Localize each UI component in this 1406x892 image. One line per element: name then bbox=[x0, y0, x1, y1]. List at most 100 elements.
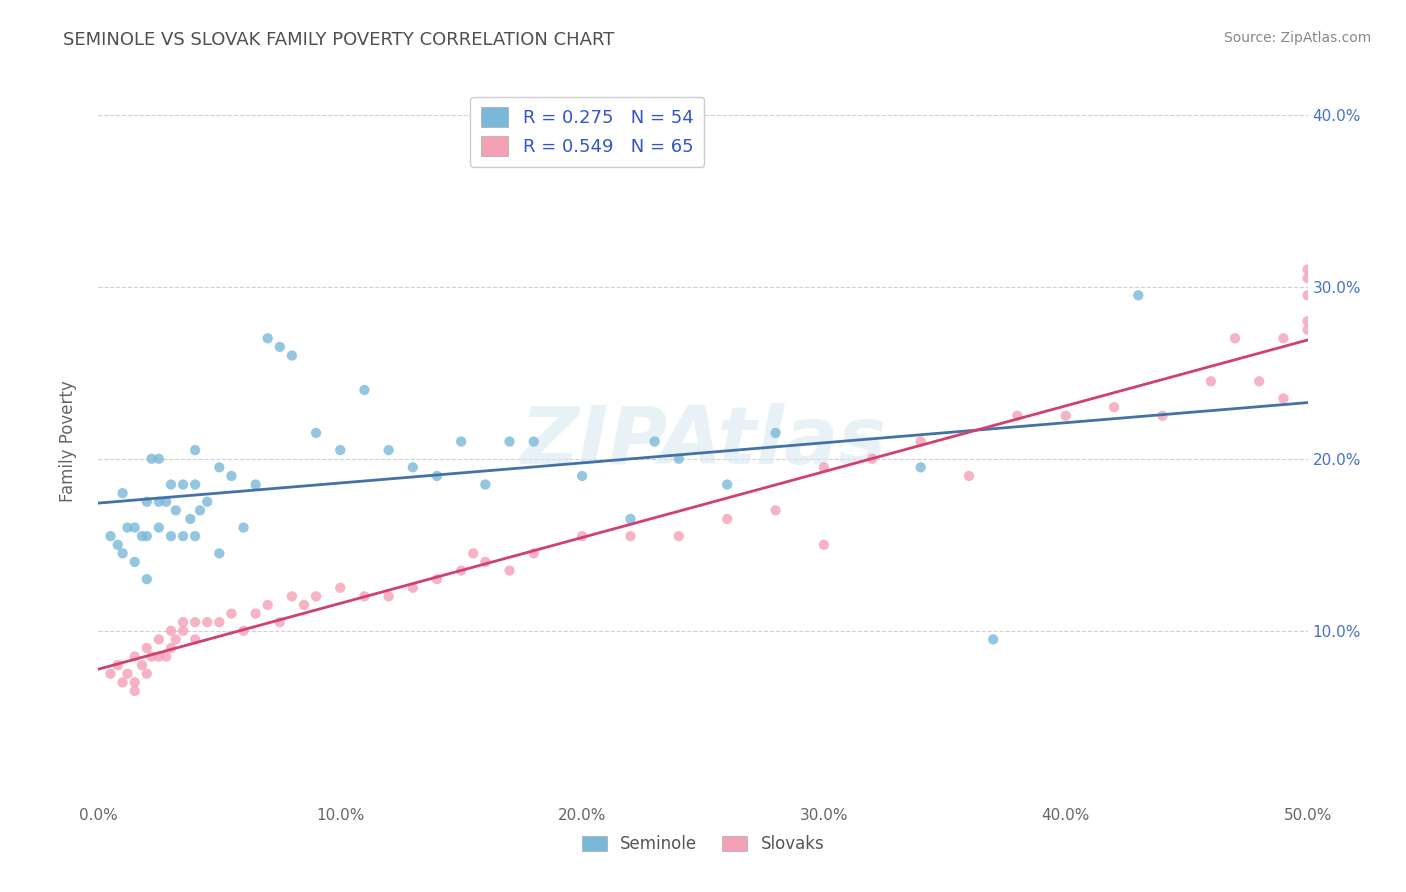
Point bbox=[957, 469, 980, 483]
Point bbox=[1296, 288, 1319, 302]
Point bbox=[571, 529, 593, 543]
Legend: Seminole, Slovaks: Seminole, Slovaks bbox=[575, 828, 831, 860]
Point bbox=[131, 529, 153, 543]
Point bbox=[124, 684, 146, 698]
Point bbox=[148, 451, 170, 466]
Point bbox=[619, 512, 641, 526]
Point bbox=[184, 529, 207, 543]
Point bbox=[256, 331, 278, 345]
Point bbox=[172, 529, 194, 543]
Point bbox=[305, 425, 328, 440]
Point bbox=[160, 477, 183, 491]
Point bbox=[716, 477, 738, 491]
Point bbox=[141, 649, 163, 664]
Point bbox=[1102, 400, 1125, 414]
Point bbox=[256, 598, 278, 612]
Point bbox=[135, 666, 157, 681]
Point bbox=[765, 503, 787, 517]
Point bbox=[281, 590, 304, 604]
Point bbox=[353, 383, 375, 397]
Point bbox=[269, 340, 291, 354]
Point bbox=[195, 494, 218, 508]
Point bbox=[172, 615, 194, 630]
Point bbox=[179, 512, 201, 526]
Point bbox=[463, 546, 485, 560]
Point bbox=[619, 529, 641, 543]
Point bbox=[1296, 314, 1319, 328]
Point bbox=[523, 434, 546, 449]
Text: Source: ZipAtlas.com: Source: ZipAtlas.com bbox=[1223, 31, 1371, 45]
Point bbox=[292, 598, 315, 612]
Point bbox=[571, 469, 593, 483]
Point bbox=[353, 590, 375, 604]
Point bbox=[668, 451, 690, 466]
Point bbox=[111, 486, 134, 500]
Point bbox=[160, 640, 183, 655]
Point bbox=[1296, 271, 1319, 285]
Point bbox=[1249, 375, 1271, 389]
Point bbox=[124, 555, 146, 569]
Point bbox=[184, 443, 207, 458]
Point bbox=[184, 632, 207, 647]
Point bbox=[245, 607, 267, 621]
Point bbox=[644, 434, 666, 449]
Point bbox=[184, 477, 207, 491]
Point bbox=[124, 520, 146, 534]
Point bbox=[172, 477, 194, 491]
Point bbox=[124, 649, 146, 664]
Point bbox=[450, 434, 472, 449]
Point bbox=[148, 520, 170, 534]
Point bbox=[111, 675, 134, 690]
Point bbox=[117, 666, 139, 681]
Point bbox=[1007, 409, 1029, 423]
Point bbox=[117, 520, 139, 534]
Point bbox=[135, 640, 157, 655]
Point bbox=[402, 460, 425, 475]
Point bbox=[160, 529, 183, 543]
Point bbox=[135, 529, 157, 543]
Point bbox=[208, 460, 231, 475]
Point bbox=[155, 494, 177, 508]
Point bbox=[245, 477, 267, 491]
Point bbox=[668, 529, 690, 543]
Point bbox=[450, 564, 472, 578]
Point bbox=[195, 615, 218, 630]
Point bbox=[1128, 288, 1150, 302]
Point bbox=[165, 632, 187, 647]
Point bbox=[107, 538, 129, 552]
Point bbox=[148, 632, 170, 647]
Point bbox=[498, 434, 520, 449]
Point bbox=[100, 529, 122, 543]
Point bbox=[329, 581, 352, 595]
Point bbox=[716, 512, 738, 526]
Point bbox=[221, 469, 243, 483]
Y-axis label: Family Poverty: Family Poverty bbox=[59, 381, 77, 502]
Point bbox=[269, 615, 291, 630]
Point bbox=[232, 520, 254, 534]
Point bbox=[100, 666, 122, 681]
Point bbox=[1223, 331, 1246, 345]
Point bbox=[305, 590, 328, 604]
Point bbox=[426, 572, 449, 586]
Point bbox=[131, 658, 153, 673]
Point bbox=[160, 624, 183, 638]
Point bbox=[148, 494, 170, 508]
Text: SEMINOLE VS SLOVAK FAMILY POVERTY CORRELATION CHART: SEMINOLE VS SLOVAK FAMILY POVERTY CORREL… bbox=[63, 31, 614, 49]
Point bbox=[910, 460, 932, 475]
Point bbox=[1272, 392, 1295, 406]
Point bbox=[135, 494, 157, 508]
Point bbox=[281, 349, 304, 363]
Point bbox=[172, 624, 194, 638]
Point bbox=[377, 443, 399, 458]
Point bbox=[765, 425, 787, 440]
Point bbox=[1296, 323, 1319, 337]
Point bbox=[474, 477, 496, 491]
Point bbox=[498, 564, 520, 578]
Point bbox=[474, 555, 496, 569]
Point bbox=[155, 649, 177, 664]
Point bbox=[208, 615, 231, 630]
Point bbox=[165, 503, 187, 517]
Point bbox=[1054, 409, 1077, 423]
Point bbox=[1296, 262, 1319, 277]
Point bbox=[232, 624, 254, 638]
